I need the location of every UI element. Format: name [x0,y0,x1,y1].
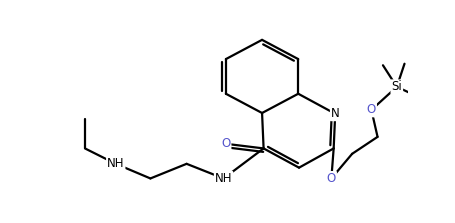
Text: NH: NH [107,157,125,170]
Text: O: O [367,103,376,116]
Text: N: N [331,107,339,120]
Text: O: O [221,137,231,150]
Text: NH: NH [215,172,233,185]
Text: O: O [327,172,336,185]
Text: Si: Si [391,80,402,93]
